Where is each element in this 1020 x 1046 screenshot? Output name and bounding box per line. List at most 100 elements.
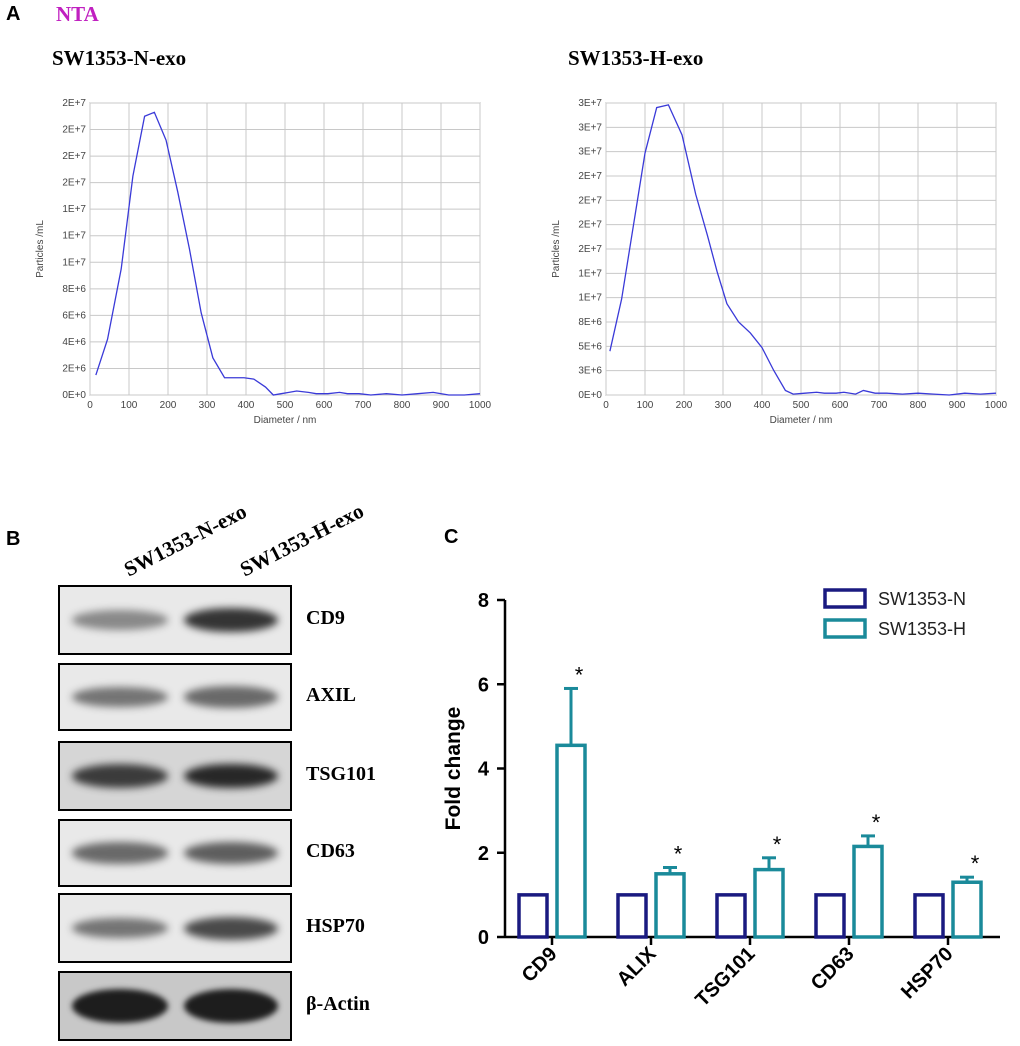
bar-sw1353-n-hsp70 [913,893,945,939]
nta-y-tick-label: 3E+7 [578,122,602,133]
wb-row-label: TSG101 [306,763,377,785]
wb-band-n [72,842,168,864]
bar-sw1353-n-cd63 [814,893,846,939]
nta-y-tick-label: 2E+7 [62,125,86,136]
nta-x-tick-label: 200 [676,400,693,411]
significance-star: * [773,832,782,857]
wb-blot-hsp70 [58,893,292,963]
significance-star: * [971,851,980,876]
nta-chart-h: 0E+0 3E+6 5E+6 8E+6 1E+7 1E+7 2E+7 2E+7 2E+7 2E+7… [551,98,1008,426]
wb-band-n [72,989,168,1023]
nta-x-tick-label: 600 [316,400,333,411]
wb-band-h [184,763,278,789]
wb-blot-cd63 [58,819,292,887]
nta-chart-n: 0E+0 2E+6 4E+6 6E+6 8E+6 1E+7 1E+7 1E+7 2E+7 2E+7… [35,98,492,426]
nta-y-tick-label: 2E+7 [62,151,86,162]
wb-band-h [184,686,278,708]
nta-x-tick-label: 100 [637,400,654,411]
nta-y-tick-label: 1E+7 [62,257,86,268]
nta-n-title: SW1353-N-exo [52,46,187,70]
wb-blot-actin [58,971,292,1041]
significance-star: * [674,841,683,866]
wb-blot-cd9 [58,585,292,655]
bar-x-category-label: HSP70 [897,943,957,1003]
nta-n-size-distribution-line [95,111,481,396]
legend-label-sw1353-h: SW1353-H [878,619,966,639]
bar-sw1353-n-cd9 [517,893,549,939]
nta-y-tick-label: 0E+0 [578,390,602,401]
bar-sw1353-n-tsg101 [715,893,747,939]
nta-y-tick-label: 8E+6 [62,284,86,295]
bar-y-tick-label: 6 [478,674,489,696]
bar-y-tick-label: 0 [478,927,489,949]
nta-x-tick-label: 700 [871,400,888,411]
wb-band-h [184,607,278,633]
nta-x-tick-label: 700 [355,400,372,411]
nta-title: NTA [56,2,99,26]
wb-band-h [184,916,278,940]
nta-x-tick-label: 900 [949,400,966,411]
nta-h-ylabel: Particles /mL [551,220,562,278]
nta-y-tick-label: 5E+6 [578,341,602,352]
nta-y-tick-label: 3E+6 [578,366,602,377]
nta-y-tick-label: 2E+7 [578,244,602,255]
panel-a-letter: A [6,3,21,25]
nta-x-tick-label: 900 [433,400,450,411]
significance-star: * [872,810,881,835]
nta-y-tick-label: 2E+7 [62,98,86,109]
wb-band-n [72,610,168,630]
bar-sw1353-h-cd9 [555,743,587,939]
nta-x-tick-label: 200 [160,400,177,411]
bar-x-category-label: CD63 [807,943,859,995]
nta-x-tick-label: 0 [87,400,93,411]
nta-x-tick-label: 500 [793,400,810,411]
bar-x-category-label: CD9 [518,943,562,987]
bar-sw1353-n-alix [616,893,648,939]
bar-y-tick-label: 4 [478,759,490,781]
nta-y-tick-label: 4E+6 [62,337,86,348]
nta-x-tick-label: 800 [394,400,411,411]
significance-star: * [575,662,584,687]
nta-x-tick-label: 800 [910,400,927,411]
nta-y-tick-label: 2E+7 [578,220,602,231]
nta-y-tick-label: 8E+6 [578,317,602,328]
nta-y-tick-label: 2E+7 [62,178,86,189]
nta-y-tick-label: 6E+6 [62,310,86,321]
wb-band-h [184,842,278,864]
bar-y-tick-label: 2 [478,843,489,865]
wb-band-n [72,686,168,708]
nta-y-tick-label: 3E+7 [578,147,602,158]
nta-y-tick-label: 2E+7 [578,195,602,206]
wb-column-h-label: SW1353-H-exo [236,498,368,582]
nta-h-size-distribution-line [609,104,997,396]
legend-label-sw1353-n: SW1353-N [878,589,966,609]
nta-x-tick-label: 400 [754,400,771,411]
nta-n-ylabel: Particles /mL [35,220,46,278]
wb-column-n-label: SW1353-N-exo [120,499,251,582]
nta-x-tick-label: 500 [277,400,294,411]
bar-sw1353-h-hsp70 [951,880,983,939]
bar-y-tick-label: 8 [478,590,489,612]
legend-swatch-sw1353-n [823,588,867,609]
wb-row-label: AXIL [306,684,357,706]
panel-b-letter: B [6,528,21,550]
nta-y-tick-label: 1E+7 [578,268,602,279]
bar-sw1353-h-alix [654,872,686,939]
nta-y-tick-label: 0E+0 [62,390,86,401]
bar-sw1353-h-tsg101 [753,867,785,939]
nta-h-title: SW1353-H-exo [568,46,704,70]
wb-blot-axil [58,663,292,731]
nta-y-tick-label: 1E+7 [62,231,86,242]
wb-row-label: CD63 [306,840,355,862]
wb-row-label: HSP70 [306,915,365,937]
bar-chart-ylabel: Fold change [442,707,465,831]
bar-sw1353-h-cd63 [852,844,884,939]
wb-band-h [184,989,278,1023]
wb-band-n [72,764,168,788]
nta-y-tick-label: 1E+7 [578,293,602,304]
nta-x-tick-label: 0 [603,400,609,411]
panel-c-letter: C [444,526,459,548]
nta-h-xlabel: Diameter / nm [770,415,833,426]
nta-y-tick-label: 3E+7 [578,98,602,109]
nta-x-tick-label: 1000 [985,400,1008,411]
